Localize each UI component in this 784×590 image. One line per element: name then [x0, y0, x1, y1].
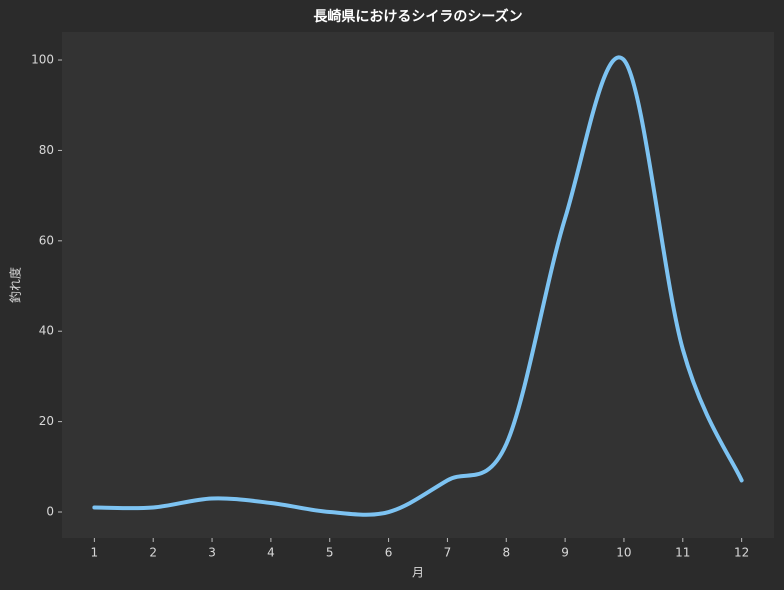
y-tick-label: 60	[39, 233, 54, 247]
x-axis-label: 月	[412, 566, 424, 580]
x-tick-label: 8	[502, 546, 510, 560]
x-tick-label: 4	[267, 546, 275, 560]
x-tick-label: 10	[616, 546, 631, 560]
y-tick-label: 20	[39, 414, 54, 428]
x-tick-label: 1	[91, 546, 99, 560]
line-series	[92, 55, 744, 517]
y-tick-label: 100	[31, 53, 54, 67]
x-tick-label: 3	[208, 546, 216, 560]
x-tick-label: 6	[385, 546, 393, 560]
x-tick-label: 12	[734, 546, 749, 560]
x-tick-label: 2	[149, 546, 157, 560]
y-tick-label: 40	[39, 324, 54, 338]
x-tick-label: 7	[444, 546, 452, 560]
x-tick-label: 9	[561, 546, 569, 560]
x-tick-label: 5	[326, 546, 334, 560]
chart-title: 長崎県におけるシイラのシーズン	[313, 8, 522, 25]
y-axis-label: 釣れ度	[8, 267, 23, 303]
y-tick-label: 80	[39, 143, 54, 157]
x-tick-label: 11	[675, 546, 690, 560]
y-tick-label: 0	[46, 505, 54, 519]
plot-area	[62, 32, 774, 538]
